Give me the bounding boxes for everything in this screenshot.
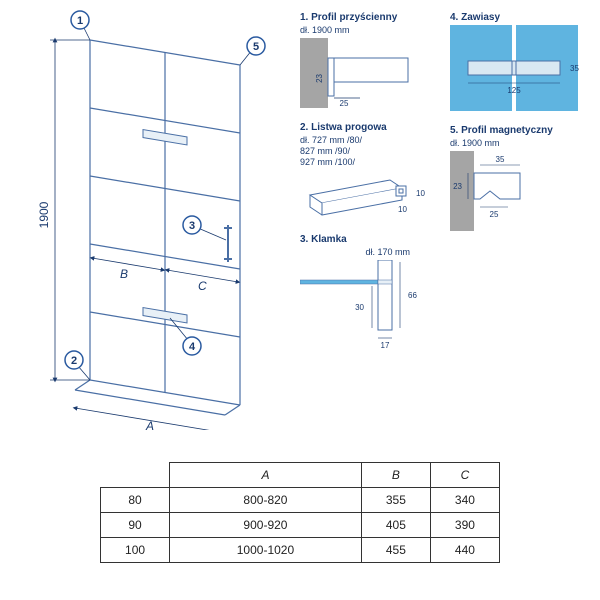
callout-2: 2 bbox=[65, 351, 90, 380]
diagram-area: 1900 A B C 1 bbox=[0, 0, 600, 450]
dim-b: B bbox=[120, 267, 128, 281]
dim-c: C bbox=[198, 279, 207, 293]
svg-text:25: 25 bbox=[340, 99, 349, 108]
table-cell: 440 bbox=[430, 538, 499, 563]
detail-3: 3. Klamka dł. 170 mm 66 30 17 bbox=[300, 234, 440, 350]
svg-text:35: 35 bbox=[570, 64, 579, 73]
table-row: 90 900-920 405 390 bbox=[101, 513, 500, 538]
callout-4: 4 bbox=[170, 318, 201, 355]
table-cell: 390 bbox=[430, 513, 499, 538]
svg-text:10: 10 bbox=[416, 189, 425, 198]
callout-3: 3 bbox=[183, 216, 226, 240]
table-cell: 80 bbox=[101, 488, 170, 513]
detail-3-title: 3. Klamka bbox=[300, 234, 440, 245]
detail-2: 2. Listwa progowa dł. 727 mm /80/ 827 mm… bbox=[300, 122, 440, 220]
svg-text:5: 5 bbox=[253, 41, 259, 53]
details-column-1: 1. Profil przyścienny dł. 1900 mm 23 25 … bbox=[300, 12, 440, 364]
table-cell: 900-920 bbox=[170, 513, 362, 538]
callout-1: 1 bbox=[71, 11, 90, 40]
table-row: 100 1000-1020 455 440 bbox=[101, 538, 500, 563]
svg-text:35: 35 bbox=[496, 155, 505, 164]
table-row: 80 800-820 355 340 bbox=[101, 488, 500, 513]
detail-1-svg: 23 25 bbox=[300, 38, 430, 108]
detail-2-sub1: dł. 727 mm /80/ bbox=[300, 135, 440, 145]
detail-2-sub3: 927 mm /100/ bbox=[300, 157, 440, 167]
dim-a: A bbox=[145, 419, 154, 430]
detail-2-sub2: 827 mm /90/ bbox=[300, 146, 440, 156]
detail-1-title: 1. Profil przyścienny bbox=[300, 12, 440, 23]
svg-text:10: 10 bbox=[398, 205, 407, 214]
svg-text:17: 17 bbox=[381, 341, 390, 350]
details-column-2: 4. Zawiasy 35 125 5. Profil magnetyczny … bbox=[450, 12, 590, 245]
detail-4-svg: 35 125 bbox=[450, 25, 590, 111]
table-header-row: A B C bbox=[101, 463, 500, 488]
detail-4: 4. Zawiasy 35 125 bbox=[450, 12, 590, 111]
detail-5-title: 5. Profil magnetyczny bbox=[450, 125, 590, 136]
detail-3-sub: dł. 170 mm bbox=[300, 247, 440, 257]
svg-text:30: 30 bbox=[355, 303, 364, 312]
svg-text:23: 23 bbox=[453, 182, 462, 191]
main-svg: 1900 A B C 1 bbox=[20, 10, 280, 430]
detail-2-svg: 10 10 bbox=[300, 170, 430, 220]
detail-1-sub: dł. 1900 mm bbox=[300, 25, 440, 35]
table-cell: 340 bbox=[430, 488, 499, 513]
table-header: C bbox=[430, 463, 499, 488]
table-header: A bbox=[170, 463, 362, 488]
table-cell-blank bbox=[101, 463, 170, 488]
callout-5: 5 bbox=[240, 37, 265, 65]
svg-text:2: 2 bbox=[71, 355, 77, 367]
main-door-drawing: 1900 A B C 1 bbox=[20, 10, 280, 430]
table-cell: 355 bbox=[361, 488, 430, 513]
table-cell: 800-820 bbox=[170, 488, 362, 513]
detail-2-title: 2. Listwa progowa bbox=[300, 122, 440, 133]
table-cell: 90 bbox=[101, 513, 170, 538]
svg-text:3: 3 bbox=[189, 220, 195, 232]
dimensions-table: A B C 80 800-820 355 340 90 900-920 405 … bbox=[100, 462, 500, 563]
table-cell: 1000-1020 bbox=[170, 538, 362, 563]
table-cell: 405 bbox=[361, 513, 430, 538]
table-header: B bbox=[361, 463, 430, 488]
svg-text:4: 4 bbox=[189, 341, 196, 353]
svg-text:66: 66 bbox=[408, 291, 417, 300]
height-label: 1900 bbox=[37, 201, 51, 228]
svg-text:1: 1 bbox=[77, 15, 83, 27]
detail-1: 1. Profil przyścienny dł. 1900 mm 23 25 bbox=[300, 12, 440, 108]
svg-text:125: 125 bbox=[507, 86, 521, 95]
detail-5-svg: 35 23 25 bbox=[450, 151, 590, 231]
svg-text:23: 23 bbox=[315, 73, 324, 82]
svg-text:25: 25 bbox=[490, 210, 499, 219]
table-cell: 100 bbox=[101, 538, 170, 563]
detail-3-svg: 66 30 17 bbox=[300, 260, 430, 350]
detail-5: 5. Profil magnetyczny dł. 1900 mm 35 23 … bbox=[450, 125, 590, 231]
detail-4-title: 4. Zawiasy bbox=[450, 12, 590, 23]
table-cell: 455 bbox=[361, 538, 430, 563]
detail-5-sub: dł. 1900 mm bbox=[450, 138, 590, 148]
